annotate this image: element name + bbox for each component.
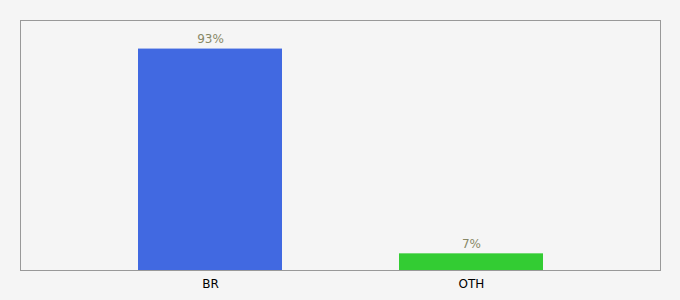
svg-text:BR: BR [202, 277, 219, 291]
svg-text:7%: 7% [462, 237, 481, 251]
svg-text:93%: 93% [197, 32, 224, 46]
svg-text:OTH: OTH [459, 277, 485, 291]
